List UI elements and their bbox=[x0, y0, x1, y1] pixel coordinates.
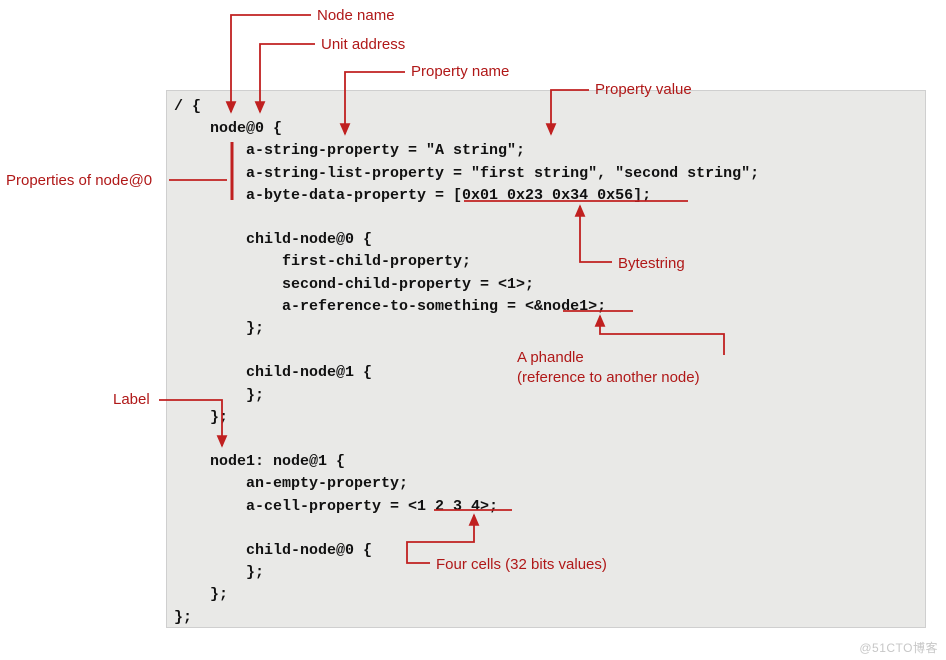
annot-property-value: Property value bbox=[595, 81, 692, 98]
annot-phandle-2: (reference to another node) bbox=[517, 369, 700, 386]
annot-node-name: Node name bbox=[317, 7, 395, 24]
annot-unit-address: Unit address bbox=[321, 36, 405, 53]
annot-label: Label bbox=[113, 391, 150, 408]
code-line: first-child-property; bbox=[174, 253, 471, 270]
code-line: a-cell-property = <1 2 3 4>; bbox=[174, 498, 498, 515]
code-line: a-byte-data-property = [0x01 0x23 0x34 0… bbox=[174, 187, 651, 204]
code-line: }; bbox=[174, 586, 228, 603]
diagram-canvas: / { node@0 { a-string-property = "A stri… bbox=[0, 0, 946, 660]
code-line: / { bbox=[174, 98, 201, 115]
code-line: a-string-property = "A string"; bbox=[174, 142, 525, 159]
annot-property-name: Property name bbox=[411, 63, 509, 80]
annot-phandle-1: A phandle bbox=[517, 349, 584, 366]
code-line: child-node@0 { bbox=[174, 231, 372, 248]
code-line: }; bbox=[174, 320, 264, 337]
code-line: a-reference-to-something = <&node1>; bbox=[174, 298, 606, 315]
watermark: @51CTO博客 bbox=[859, 639, 938, 656]
code-line: }; bbox=[174, 387, 264, 404]
code-line: second-child-property = <1>; bbox=[174, 276, 534, 293]
code-line: child-node@0 { bbox=[174, 542, 372, 559]
code-line: }; bbox=[174, 564, 264, 581]
code-line: a-string-list-property = "first string",… bbox=[174, 165, 759, 182]
code-line: an-empty-property; bbox=[174, 475, 408, 492]
code-line: }; bbox=[174, 409, 228, 426]
code-line: node1: node@1 { bbox=[174, 453, 345, 470]
code-line: }; bbox=[174, 609, 192, 626]
code-line: node@0 { bbox=[174, 120, 282, 137]
annot-bytestring: Bytestring bbox=[618, 255, 685, 272]
annot-props-of-node: Properties of node@0 bbox=[6, 172, 152, 189]
annot-four-cells: Four cells (32 bits values) bbox=[436, 556, 607, 573]
code-line: child-node@1 { bbox=[174, 364, 372, 381]
device-tree-code: / { node@0 { a-string-property = "A stri… bbox=[174, 96, 759, 629]
